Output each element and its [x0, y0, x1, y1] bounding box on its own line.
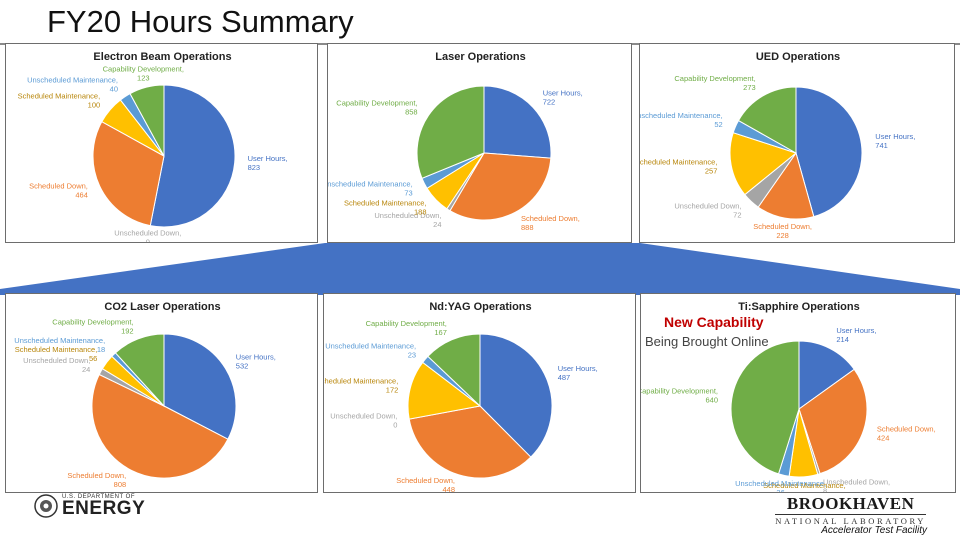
data-label-unscheduled-down: Unscheduled Down, 8 [823, 477, 890, 493]
pie-slice-user-hours [163, 333, 237, 440]
data-label-scheduled-maintenance: Scheduled Maintenance, 56 [15, 345, 98, 363]
chart-title: CO2 Laser Operations [104, 301, 220, 313]
pie-slice-scheduled-down [757, 151, 815, 220]
page-title: FY20 Hours Summary [47, 4, 354, 39]
pie-slice-capability-development [416, 85, 485, 179]
chart-title: Nd:YAG Operations [429, 301, 531, 313]
data-label-capability-development: Capability Development, 858 [336, 98, 417, 116]
data-label-scheduled-maintenance: Scheduled Maintenance,96 [763, 481, 846, 493]
data-label-scheduled-down: Scheduled Down, 424 [877, 425, 936, 443]
pie-chart: Nd:YAG Operations User Hours, 487 Scheduled… [324, 301, 598, 493]
data-label-capability-development: Capability Development, 167 [366, 319, 447, 337]
data-label-user-hours: User Hours, 823 [248, 154, 288, 172]
pie-chart: UED Operations User Hours, 741 Scheduled Do… [640, 51, 915, 240]
data-label-capability-development: Capability Development, 123 [103, 65, 184, 83]
connector-band-shape [0, 243, 960, 295]
data-label-unscheduled-maintenance: Unscheduled Maintenance, 73 [328, 179, 413, 197]
data-label-scheduled-maintenance: Scheduled Maintenance, 100 [18, 91, 101, 109]
pie-slice-capability-development [737, 86, 797, 154]
pie-chart: CO2 Laser Operations User Hours, 532 Schedu… [14, 301, 276, 489]
data-label-scheduled-down: Scheduled Down, 464 [29, 182, 88, 200]
pie-chart: Ti:Sapphire Operations User Hours, 214 Sche… [641, 301, 936, 493]
data-label-user-hours: User Hours, 487 [558, 364, 598, 382]
panel-co2-laser: CO2 Laser Operations User Hours, 532 Schedu… [5, 293, 318, 493]
data-label-user-hours: User Hours, 722 [543, 89, 583, 107]
data-label-capability-development: Capability Development, 640 [641, 387, 718, 405]
new-capability-label: New Capability [664, 314, 764, 330]
data-label-scheduled-maintenance: Scheduled Maintenance, 257 [640, 158, 717, 176]
pie-slice-scheduled-maintenance [407, 361, 482, 420]
pie-slice-scheduled-down [798, 368, 868, 475]
data-label-unscheduled-maintenance: Unscheduled Maintenance, 52 [640, 111, 723, 129]
chart-title: UED Operations [756, 51, 840, 63]
pie-slice-user-hours [483, 85, 552, 159]
pie-slice-scheduled-down [449, 152, 552, 221]
panel-ndyag: Nd:YAG Operations User Hours, 487 Scheduled… [323, 293, 636, 493]
panel-laser: Laser Operations User Hours, 722 Scheduled … [327, 43, 632, 243]
chart-title: Laser Operations [435, 51, 525, 63]
data-label-unscheduled-maintenance: Unscheduled Maintenance, 18 [14, 336, 105, 354]
pie-slice-user-hours [795, 86, 863, 218]
data-label-capability-development: Capability Development, 273 [674, 74, 755, 92]
panel-electron-beam: Electron Beam Operations User Hours, 823 Un… [5, 43, 318, 243]
panel-tisapphire: Ti:Sapphire Operations User Hours, 214 Sche… [640, 293, 956, 493]
pie-slice-capability-development [129, 84, 165, 157]
pie-chart: Laser Operations User Hours, 722 Scheduled … [328, 51, 583, 232]
facility-name: Accelerator Test Facility [821, 525, 927, 536]
panel-ued: UED Operations User Hours, 741 Scheduled Do… [639, 43, 955, 243]
data-label-scheduled-maintenance: Scheduled Maintenance,172 [324, 377, 398, 395]
doe-small-text: U.S. DEPARTMENT OF [62, 494, 136, 500]
pie-slice-user-hours [479, 333, 553, 458]
data-label-user-hours: User Hours, 741 [875, 132, 915, 150]
pie-slice-scheduled-down [408, 405, 532, 479]
pie-slice-capability-development [427, 333, 481, 408]
data-label-user-hours: User Hours, 532 [236, 352, 276, 370]
data-label-unscheduled-down: Unscheduled Down, 72 [674, 202, 741, 220]
data-label-unscheduled-down: Unscheduled Down, 0 [114, 228, 181, 243]
data-label-capability-development: Capability Development, 192 [52, 318, 133, 336]
doe-logo: U.S. DEPARTMENT OF ENERGY [34, 494, 145, 523]
seal-core [43, 503, 49, 509]
pie-slice-scheduled-down [92, 120, 165, 227]
connector-band [0, 243, 960, 295]
data-label-scheduled-down: Scheduled Down, 448 [396, 476, 455, 493]
data-label-scheduled-down: Scheduled Down, 888 [521, 214, 580, 232]
chart-title: Ti:Sapphire Operations [738, 301, 859, 313]
pie-slice-user-hours [149, 84, 236, 228]
data-label-scheduled-maintenance: Scheduled Maintenance, 188 [344, 199, 427, 217]
data-label-scheduled-down: Scheduled Down, 228 [753, 222, 812, 240]
data-label-unscheduled-maintenance: Unscheduled Maintenance, 40 [27, 76, 118, 94]
data-label-scheduled-down: Scheduled Down, 808 [67, 471, 126, 489]
chart-title: Electron Beam Operations [93, 51, 231, 63]
pie-slice-user-hours [798, 340, 855, 410]
data-label-unscheduled-maintenance: Unscheduled Maintenance, 23 [325, 342, 416, 360]
pie-chart: Electron Beam Operations User Hours, 823 Un… [18, 51, 288, 243]
data-label-user-hours: User Hours, 214 [836, 326, 876, 344]
data-label-unscheduled-down: Unscheduled Down, 24 [374, 211, 441, 229]
data-label-unscheduled-maintenance: Unscheduled Maintenance, 36 [735, 479, 826, 493]
data-label-unscheduled-down: Unscheduled Down, 0 [330, 411, 397, 429]
pie-slice-capability-development [114, 333, 165, 408]
pie-slice-capability-development [730, 340, 800, 475]
bnl-logo: BROOKHAVEN NATIONAL LABORATORY [775, 494, 926, 526]
bnl-name: BROOKHAVEN [786, 494, 915, 513]
data-label-unscheduled-down: Unscheduled Down, 24 [23, 356, 90, 374]
bnl-subtitle: NATIONAL LABORATORY [775, 514, 926, 526]
being-brought-online-label: Being Brought Online [645, 334, 769, 349]
doe-seal-icon [34, 494, 58, 518]
doe-big-text: ENERGY [62, 498, 146, 519]
pie-slice-scheduled-down [91, 373, 229, 479]
